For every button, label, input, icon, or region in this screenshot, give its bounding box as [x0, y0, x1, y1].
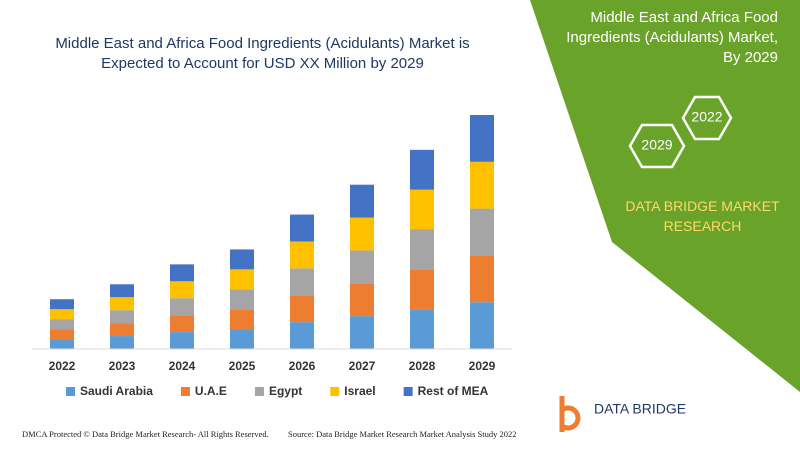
brand: DATA BRIDGE MARKET RESEARCH — [625, 198, 780, 234]
hex-label: 2029 — [641, 137, 672, 153]
bar-segment — [410, 269, 434, 310]
bar-segment — [290, 268, 314, 296]
bar-segment — [230, 249, 254, 270]
bar-segment — [350, 250, 374, 284]
footer-right: Source: Data Bridge Market Research Mark… — [288, 429, 517, 439]
x-tick-label: 2025 — [229, 359, 256, 373]
bar-segment — [230, 309, 254, 330]
hex-label: 2022 — [691, 109, 722, 125]
legend-label: Saudi Arabia — [80, 384, 153, 398]
x-tick-label: 2028 — [409, 359, 436, 373]
bar-segment — [350, 316, 374, 349]
side-panel — [530, 0, 800, 392]
bar-segment — [470, 208, 494, 256]
bar-segment — [110, 323, 134, 337]
x-tick-label: 2026 — [289, 359, 316, 373]
legend-swatch — [254, 387, 264, 396]
bar-segment — [230, 289, 254, 310]
logo-mark — [559, 396, 581, 432]
bar-segment — [290, 295, 314, 323]
bar-segment — [50, 319, 74, 330]
legend-label: Rest of MEA — [418, 384, 489, 398]
bar-segment — [290, 214, 314, 242]
bar-segment — [410, 149, 434, 190]
hexagon — [628, 123, 686, 169]
legend-swatch — [66, 387, 75, 396]
bar-segment — [290, 322, 314, 349]
bar-segment — [350, 217, 374, 251]
bar-segment — [170, 315, 194, 333]
bar-segment — [230, 269, 254, 290]
bar-segment — [470, 302, 494, 349]
bar-segment — [410, 229, 434, 270]
bar-segment — [50, 309, 74, 320]
bar-segment — [230, 329, 254, 349]
bar-segment — [410, 309, 434, 349]
bar-segment — [350, 283, 374, 317]
footer-left: DMCA Protected © Data Bridge Market Rese… — [22, 429, 269, 439]
bar-segment — [110, 336, 134, 349]
chart-title: Middle East and Africa Food Ingredients … — [55, 35, 470, 72]
bar-segment — [470, 161, 494, 209]
bar-segment — [290, 241, 314, 269]
legend-label: Israel — [344, 384, 375, 398]
bar-segment — [50, 299, 74, 310]
bar-segment — [470, 255, 494, 303]
logo-text: DATA BRIDGE — [594, 401, 686, 417]
bar-segment — [50, 329, 74, 340]
bar-segment — [350, 184, 374, 218]
bar-segment — [170, 264, 194, 282]
x-tick-label: 2023 — [109, 359, 136, 373]
x-tick-label: 2027 — [349, 359, 376, 373]
legend-swatch — [330, 387, 340, 396]
bar-segment — [50, 339, 74, 349]
bar-segment — [170, 281, 194, 299]
bar-segment — [110, 297, 134, 311]
x-tick-label: 2029 — [469, 359, 496, 373]
x-tick-label: 2024 — [169, 359, 196, 373]
bar-segment — [470, 115, 494, 162]
legend-swatch — [403, 387, 413, 396]
legend-swatch — [180, 387, 190, 396]
legend-label: U.A.E — [195, 384, 227, 398]
panel-title: Middle East and Africa Food Ingredients … — [566, 9, 778, 66]
bar-segment — [110, 284, 134, 298]
bar-segment — [110, 310, 134, 324]
bar-segment — [410, 189, 434, 230]
hexagon — [681, 95, 733, 141]
bar-segment — [170, 298, 194, 316]
legend-label: Egypt — [269, 384, 302, 398]
x-tick-label: 2022 — [49, 359, 76, 373]
bar-segment — [170, 332, 194, 349]
